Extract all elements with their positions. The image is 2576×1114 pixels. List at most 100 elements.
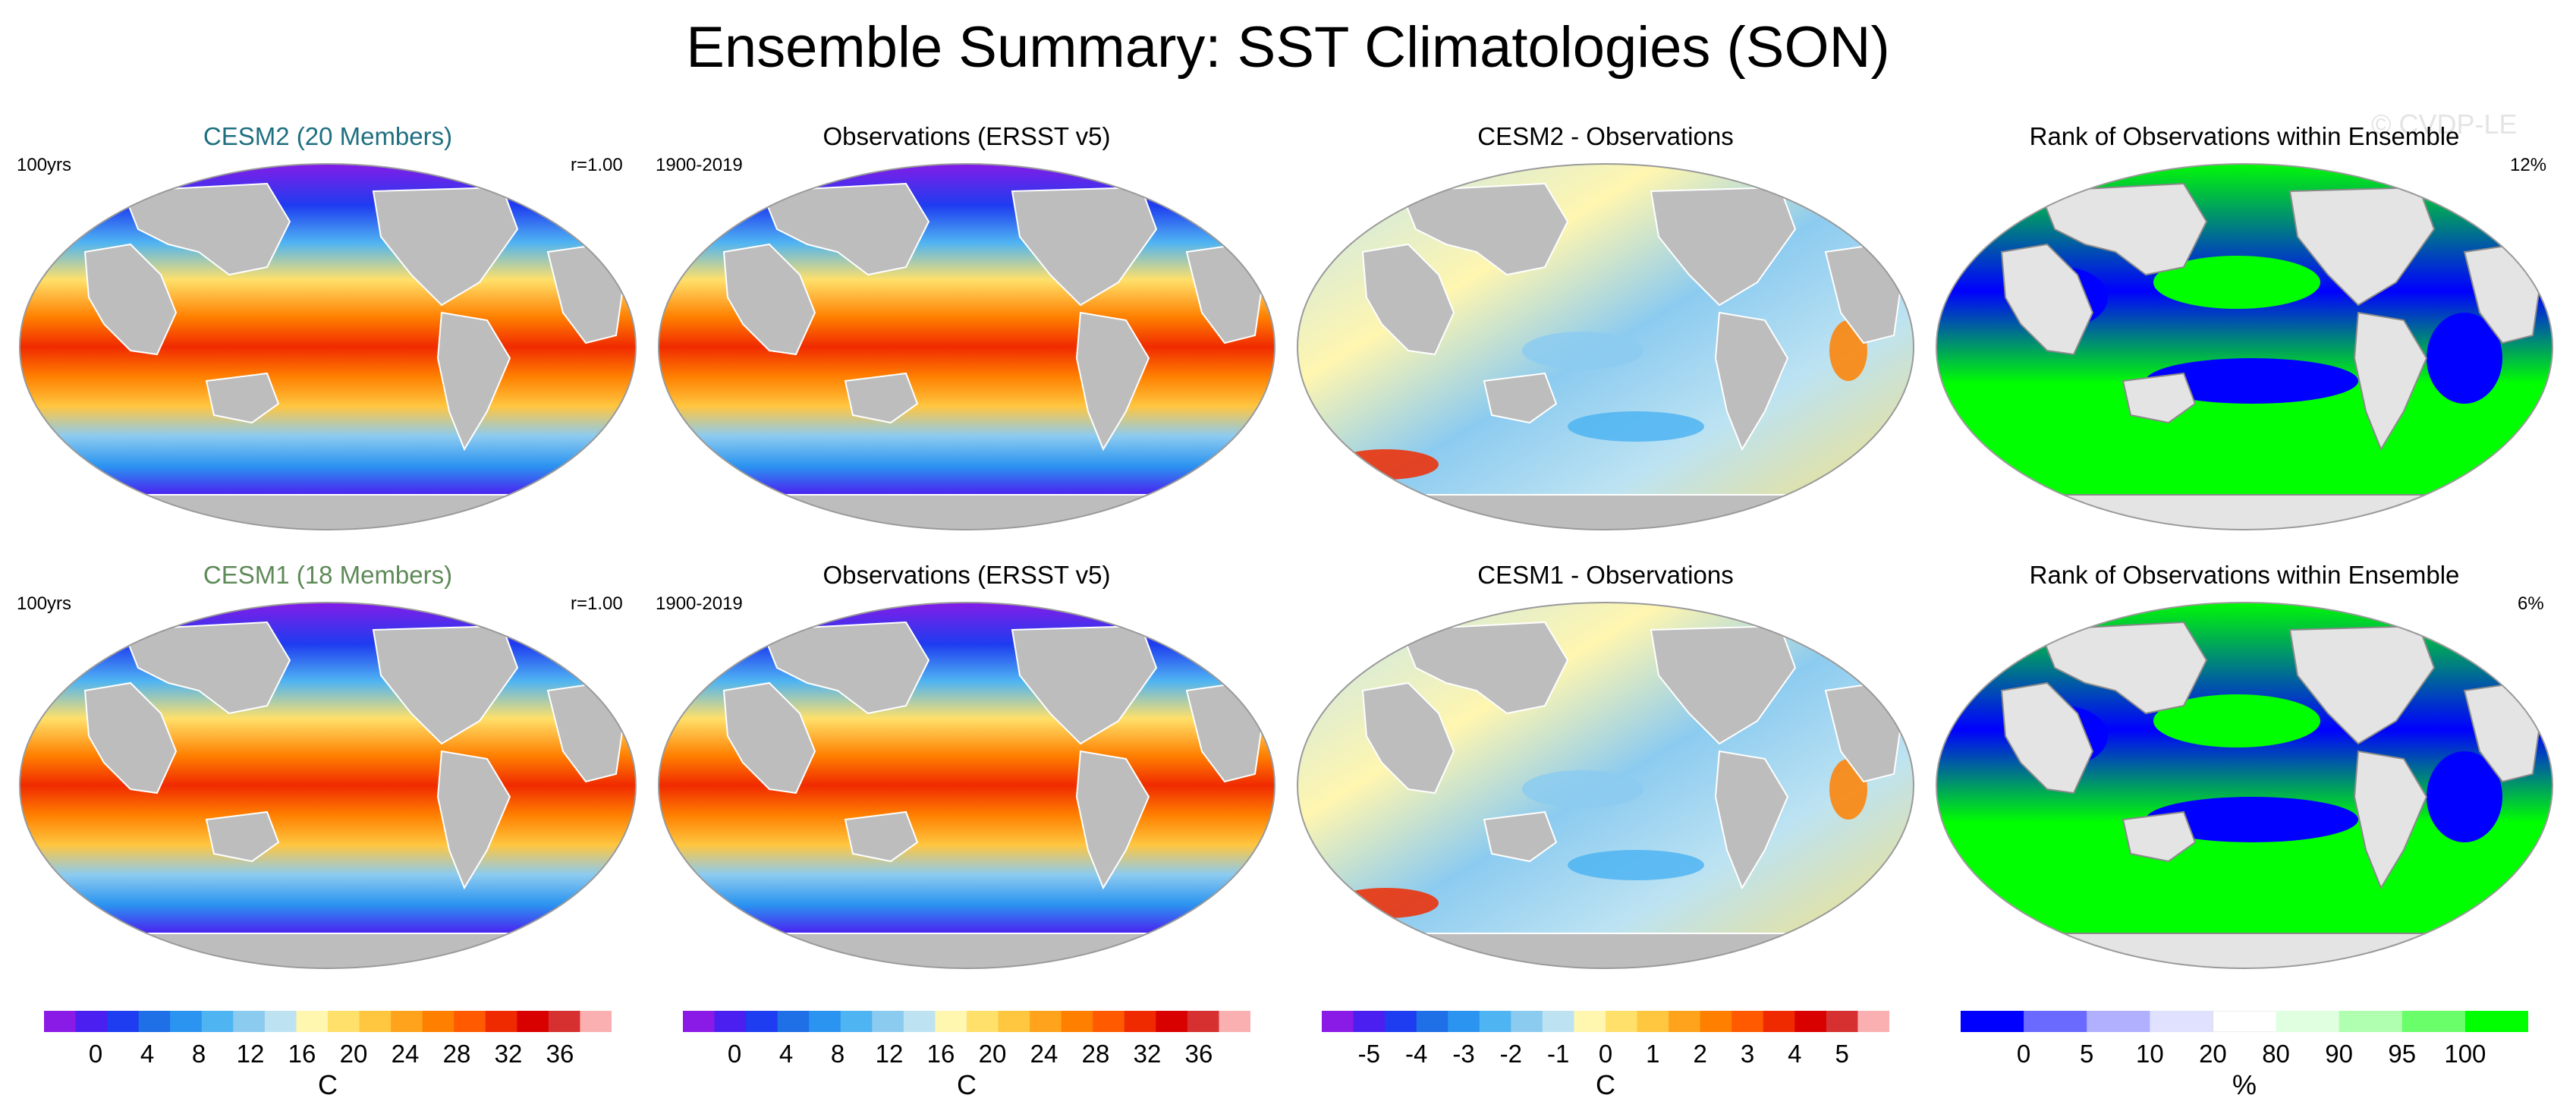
colorbar-2-box-9 — [1606, 1011, 1638, 1032]
colorbar-0-label: 4 — [140, 1040, 155, 1068]
map-7 — [1936, 602, 2553, 969]
colorbar-3-label: 95 — [2388, 1040, 2417, 1068]
colorbar-1-box-10 — [998, 1011, 1030, 1032]
colorbar-2-box-4 — [1448, 1011, 1480, 1032]
panel-title-6: CESM1 - Observations — [1477, 561, 1734, 589]
colorbar-1-label: 8 — [830, 1040, 845, 1068]
colorbar-1-label: 16 — [926, 1040, 955, 1068]
colorbar-2-label: 0 — [1598, 1040, 1613, 1068]
colorbar-3-box-7 — [2401, 1011, 2466, 1032]
colorbar-0-box-3 — [138, 1011, 171, 1032]
colorbar-1-box-5 — [840, 1011, 873, 1032]
colorbar-1-label: 24 — [1030, 1040, 1058, 1068]
map-5 — [658, 602, 1275, 969]
colorbar-2-box-11 — [1669, 1011, 1701, 1032]
colorbar-2-unit: C — [1596, 1069, 1615, 1100]
map-3 — [1936, 163, 2553, 530]
colorbar-2-box-12 — [1700, 1011, 1732, 1032]
colorbar-3-label: 80 — [2262, 1040, 2290, 1068]
map-0 — [19, 163, 637, 530]
panel-title-4: CESM1 (18 Members) — [203, 561, 453, 589]
colorbar-1-box-6 — [872, 1011, 904, 1032]
colorbar-2-box-2 — [1385, 1011, 1417, 1032]
colorbar-2-box-17 — [1857, 1011, 1889, 1032]
colorbar-0-box-4 — [170, 1011, 203, 1032]
map-4 — [19, 602, 637, 969]
colorbar-0-box-11 — [391, 1011, 423, 1032]
colorbar-1-label: 12 — [875, 1040, 904, 1068]
panel-left-text-0: 100yrs — [17, 155, 72, 175]
colorbar-1-label: 0 — [727, 1040, 742, 1068]
colorbar-1-box-8 — [935, 1011, 967, 1032]
colorbar-0-box-8 — [296, 1011, 329, 1032]
colorbar-1-box-7 — [903, 1011, 936, 1032]
colorbar-2-box-0 — [1322, 1011, 1354, 1032]
colorbar-1-unit: C — [957, 1069, 977, 1100]
map-6 — [1297, 602, 1914, 969]
panel-left-text-1: 1900-2019 — [656, 155, 743, 175]
colorbar-0-box-7 — [264, 1011, 297, 1032]
colorbar-2-box-6 — [1511, 1011, 1543, 1032]
colorbar-2-box-16 — [1826, 1011, 1858, 1032]
colorbar-0-box-9 — [328, 1011, 360, 1032]
colorbar-3-label: 90 — [2325, 1040, 2354, 1068]
colorbar-2-box-8 — [1574, 1011, 1606, 1032]
panel-right-text-3: 12% — [2510, 155, 2547, 175]
colorbar-2-box-13 — [1731, 1011, 1764, 1032]
colorbar-1-box-13 — [1093, 1011, 1125, 1032]
colorbar-3-label: 10 — [2135, 1040, 2164, 1068]
colorbar-3-box-4 — [2212, 1011, 2277, 1032]
panel-title-0: CESM2 (20 Members) — [203, 122, 453, 150]
colorbar-2-label: 4 — [1788, 1040, 1802, 1068]
colorbar-0-label: 12 — [236, 1040, 265, 1068]
colorbar-3-box-8 — [2464, 1011, 2528, 1032]
colorbar-0-label: 28 — [442, 1040, 471, 1068]
panel-left-text-5: 1900-2019 — [656, 593, 743, 614]
colorbar-0 — [44, 1011, 612, 1032]
colorbar-3-box-2 — [2087, 1011, 2150, 1032]
colorbar-1-label: 28 — [1081, 1040, 1110, 1068]
colorbar-1-box-1 — [714, 1011, 747, 1032]
colorbar-0-box-10 — [359, 1011, 392, 1032]
colorbar-2-box-3 — [1416, 1011, 1448, 1032]
colorbar-0-box-14 — [485, 1011, 517, 1032]
colorbar-1-box-2 — [746, 1011, 778, 1032]
watermark: © CVDP-LE — [2371, 109, 2518, 140]
colorbar-1-box-16 — [1187, 1011, 1219, 1032]
panel-title-1: Observations (ERSST v5) — [822, 122, 1111, 150]
colorbar-2-box-15 — [1794, 1011, 1827, 1032]
colorbar-0-label: 0 — [88, 1040, 103, 1068]
colorbar-1-box-17 — [1219, 1011, 1250, 1032]
colorbar-3-label: 0 — [2016, 1040, 2031, 1068]
colorbar-0-box-17 — [580, 1011, 612, 1032]
colorbar-3-label: 5 — [2080, 1040, 2094, 1068]
colorbar-1-label: 36 — [1184, 1040, 1213, 1068]
colorbar-3-label: 100 — [2444, 1040, 2486, 1068]
colorbar-0-label: 36 — [546, 1040, 574, 1068]
colorbar-2-label: 3 — [1740, 1040, 1755, 1068]
panel-title-2: CESM2 - Observations — [1477, 122, 1734, 150]
colorbar-2-label: -2 — [1499, 1040, 1522, 1068]
colorbar-3-label: 20 — [2199, 1040, 2227, 1068]
colorbar-3-box-6 — [2339, 1011, 2403, 1032]
colorbar-0-label: 20 — [339, 1040, 368, 1068]
colorbar-2-label: -4 — [1404, 1040, 1428, 1068]
colorbar-0-label: 24 — [391, 1040, 420, 1068]
colorbar-1-label: 20 — [978, 1040, 1007, 1068]
panel-title-3: Rank of Observations within Ensemble — [2029, 122, 2460, 150]
colorbar-0-box-15 — [517, 1011, 549, 1032]
colorbar-0-box-6 — [233, 1011, 266, 1032]
colorbar-3-box-1 — [2024, 1011, 2087, 1032]
colorbar-2-box-14 — [1763, 1011, 1795, 1032]
colorbar-1-label: 4 — [778, 1040, 794, 1068]
colorbar-0-box-0 — [44, 1011, 77, 1032]
colorbar-2-label: 5 — [1835, 1040, 1849, 1068]
colorbar-3-box-5 — [2276, 1011, 2340, 1032]
colorbar-0-box-1 — [75, 1011, 108, 1032]
colorbar-2-label: -1 — [1546, 1040, 1570, 1068]
colorbar-0-label: 8 — [191, 1040, 206, 1068]
main-title: Ensemble Summary: SST Climatologies (SON… — [686, 15, 1890, 80]
colorbar-0-box-2 — [107, 1011, 140, 1032]
map-2 — [1297, 163, 1914, 530]
colorbar-0-label: 16 — [288, 1040, 316, 1068]
